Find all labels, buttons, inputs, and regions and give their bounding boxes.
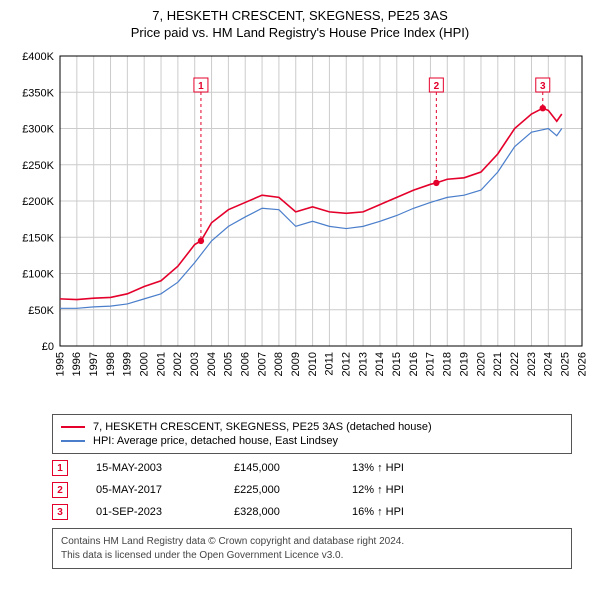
marker-row-3: 3 01-SEP-2023 £328,000 16% ↑ HPI	[52, 504, 572, 520]
svg-text:2016: 2016	[408, 352, 420, 376]
svg-text:2003: 2003	[189, 352, 201, 376]
chart-title-block: 7, HESKETH CRESCENT, SKEGNESS, PE25 3AS …	[8, 8, 592, 40]
svg-text:2002: 2002	[172, 352, 184, 376]
legend-box: 7, HESKETH CRESCENT, SKEGNESS, PE25 3AS …	[52, 414, 572, 454]
svg-text:£100K: £100K	[22, 269, 54, 281]
svg-text:1999: 1999	[122, 352, 134, 376]
svg-text:2000: 2000	[138, 352, 150, 376]
footer-box: Contains HM Land Registry data © Crown c…	[52, 528, 572, 569]
marker-price-2: £225,000	[234, 484, 324, 496]
svg-text:£50K: £50K	[28, 305, 54, 317]
legend-label-price-paid: 7, HESKETH CRESCENT, SKEGNESS, PE25 3AS …	[93, 421, 432, 433]
svg-text:2007: 2007	[256, 352, 268, 376]
svg-text:2013: 2013	[357, 352, 369, 376]
svg-text:2012: 2012	[341, 352, 353, 376]
footer-line-1: Contains HM Land Registry data © Crown c…	[61, 535, 563, 549]
legend-row-price-paid: 7, HESKETH CRESCENT, SKEGNESS, PE25 3AS …	[61, 421, 563, 433]
svg-text:2004: 2004	[206, 352, 218, 376]
svg-text:1: 1	[198, 81, 204, 92]
price-chart: £0 £50K £100K £150K £200K £250K £300K £350K £400…	[8, 46, 592, 406]
svg-text:£350K: £350K	[22, 87, 54, 99]
svg-text:2010: 2010	[307, 352, 319, 376]
marker-date-2: 05-MAY-2017	[96, 484, 206, 496]
svg-text:2023: 2023	[526, 352, 538, 376]
svg-text:2022: 2022	[509, 352, 521, 376]
marker-row-2: 2 05-MAY-2017 £225,000 12% ↑ HPI	[52, 482, 572, 498]
title-line-1: 7, HESKETH CRESCENT, SKEGNESS, PE25 3AS	[8, 8, 592, 23]
marker-date-1: 15-MAY-2003	[96, 462, 206, 474]
svg-text:2017: 2017	[425, 352, 437, 376]
title-line-2: Price paid vs. HM Land Registry's House …	[8, 25, 592, 40]
svg-text:2021: 2021	[492, 352, 504, 376]
marker-date-3: 01-SEP-2023	[96, 506, 206, 518]
svg-text:2014: 2014	[374, 352, 386, 376]
svg-text:2008: 2008	[273, 352, 285, 376]
legend-label-hpi: HPI: Average price, detached house, East…	[93, 435, 338, 447]
svg-text:1995: 1995	[54, 352, 66, 376]
svg-text:2009: 2009	[290, 352, 302, 376]
svg-text:2018: 2018	[442, 352, 454, 376]
svg-text:£0: £0	[42, 341, 54, 353]
marker-badge-1: 1	[52, 460, 68, 476]
legend-swatch-price-paid	[61, 426, 85, 428]
svg-text:2: 2	[434, 81, 440, 92]
svg-text:£300K: £300K	[22, 124, 54, 136]
svg-text:2006: 2006	[240, 352, 252, 376]
svg-text:£400K: £400K	[22, 51, 54, 63]
svg-text:2020: 2020	[475, 352, 487, 376]
legend-row-hpi: HPI: Average price, detached house, East…	[61, 435, 563, 447]
marker-badge-3: 3	[52, 504, 68, 520]
svg-text:1998: 1998	[105, 352, 117, 376]
marker-badge-2: 2	[52, 482, 68, 498]
svg-text:£150K: £150K	[22, 232, 54, 244]
svg-text:3: 3	[540, 81, 546, 92]
svg-text:2019: 2019	[458, 352, 470, 376]
footer-line-2: This data is licensed under the Open Gov…	[61, 549, 563, 563]
svg-text:2001: 2001	[155, 352, 167, 376]
svg-text:2011: 2011	[324, 352, 336, 376]
marker-diff-1: 13% ↑ HPI	[352, 462, 462, 474]
svg-text:2015: 2015	[391, 352, 403, 376]
svg-text:2025: 2025	[559, 352, 571, 376]
svg-text:1996: 1996	[71, 352, 83, 376]
svg-text:2024: 2024	[543, 352, 555, 376]
marker-diff-2: 12% ↑ HPI	[352, 484, 462, 496]
chart-container: £0 £50K £100K £150K £200K £250K £300K £350K £400…	[8, 46, 592, 406]
legend-swatch-hpi	[61, 440, 85, 442]
svg-text:2005: 2005	[223, 352, 235, 376]
marker-row-1: 1 15-MAY-2003 £145,000 13% ↑ HPI	[52, 460, 572, 476]
marker-diff-3: 16% ↑ HPI	[352, 506, 462, 518]
svg-text:1997: 1997	[88, 352, 100, 376]
svg-text:£200K: £200K	[22, 196, 54, 208]
marker-price-1: £145,000	[234, 462, 324, 474]
svg-text:£250K: £250K	[22, 160, 54, 172]
marker-price-3: £328,000	[234, 506, 324, 518]
svg-text:2026: 2026	[576, 352, 588, 376]
marker-table: 1 15-MAY-2003 £145,000 13% ↑ HPI 2 05-MA…	[52, 460, 572, 520]
